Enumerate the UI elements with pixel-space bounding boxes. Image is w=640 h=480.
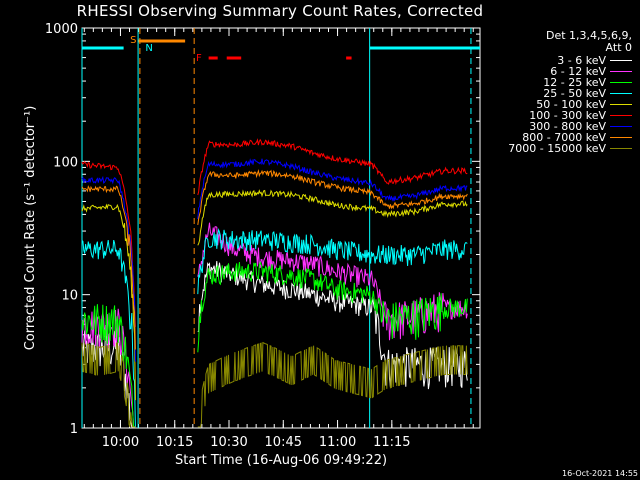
series-line [197,158,468,220]
y-tick-label: 1 [70,422,78,437]
series-line [81,304,136,428]
y-tick-label: 100 [53,155,78,170]
legend-swatch [610,70,632,72]
legend-label: 100 - 300 keV [529,108,606,122]
legend-swatch [610,59,632,61]
series-line [197,228,468,295]
timestamp: 16-Oct-2021 14:55 [562,469,638,478]
series-line [197,260,468,353]
x-tick-label: 10:15 [156,435,193,450]
series-line [81,203,136,401]
legend-label: 3 - 6 keV [557,53,606,67]
legend-entry: 12 - 25 keV [508,75,632,89]
annotation-flare: F [196,53,202,64]
x-tick-label: 11:15 [373,435,410,450]
x-tick-label: 10:45 [265,435,302,450]
chart-title: RHESSI Observing Summary Count Rates, Co… [76,2,484,20]
legend-swatch [610,92,632,94]
x-tick-label: 10:00 [102,435,139,450]
series-line [81,342,136,428]
legend-swatch [610,103,632,105]
legend-attenuator: Att 0 [605,41,632,54]
series-line [197,169,468,225]
x-tick-label: 10:30 [210,435,247,450]
legend-entry: 3 - 6 keV [508,53,632,67]
annotation-saa: S [130,35,136,46]
legend-entry: 25 - 50 keV [508,86,632,100]
legend-swatch [610,136,632,138]
series-line [81,239,136,427]
series-line [81,161,136,327]
legend-label: 300 - 800 keV [529,119,606,133]
legend-swatch [610,125,632,127]
legend-detectors: Det 1,3,4,5,6,9, [545,29,632,42]
legend-label: 800 - 7000 keV [522,130,606,144]
legend-swatch [610,147,632,149]
legend-entry: 300 - 800 keV [508,119,632,133]
series-line [197,261,468,390]
x-axis-label: Start Time (16-Aug-06 09:49:22) [175,453,387,468]
series-line [81,308,136,428]
legend-label: 12 - 25 keV [543,75,606,89]
legend-label: 50 - 100 keV [536,97,606,111]
series-line [197,341,468,428]
legend-entry: 6 - 12 keV [508,64,632,78]
series-line [81,185,136,350]
annotation-night: N [145,43,152,54]
legend-swatch [610,114,632,116]
y-axis-label: Corrected Count Rate (s⁻¹ detector⁻¹) [23,106,38,351]
legend-label: 7000 - 15000 keV [508,141,606,155]
x-tick-label: 11:00 [319,435,356,450]
legend-label: 6 - 12 keV [550,64,606,78]
series-line [197,138,468,196]
legend-swatch [610,81,632,83]
legend-entry: 50 - 100 keV [508,97,632,111]
legend-entry: 100 - 300 keV [508,108,632,122]
y-tick-label: 10 [61,289,78,304]
legend-entry: 7000 - 15000 keV [508,141,632,155]
series-line [81,175,136,362]
y-tick-label: 1000 [45,22,78,37]
legend-label: 25 - 50 keV [543,86,606,100]
legend-entry: 800 - 7000 keV [508,130,632,144]
legend: 3 - 6 keV 6 - 12 keV 12 - 25 keV 25 - 50 ke… [508,53,632,155]
series-line [197,189,468,246]
